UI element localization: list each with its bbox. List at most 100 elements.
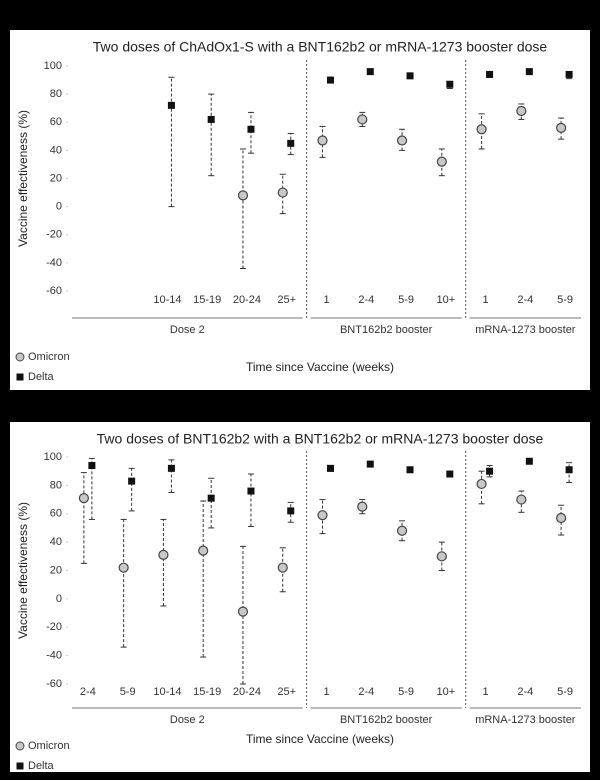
point — [247, 487, 255, 495]
point — [525, 68, 533, 76]
x-tick-label: 5-9 — [398, 294, 414, 306]
legend-marker — [16, 762, 24, 770]
x-tick-label: 1 — [323, 686, 329, 698]
x-tick-label: 1 — [323, 294, 329, 306]
legend-marker — [15, 352, 25, 362]
point — [516, 105, 527, 117]
panel — [10, 30, 590, 390]
point — [406, 466, 414, 474]
y-tick-label: 20 — [50, 172, 62, 184]
point — [446, 80, 454, 88]
point — [317, 510, 328, 521]
x-axis-label: Time since Vaccine (weeks) — [246, 360, 394, 374]
point — [78, 493, 89, 504]
x-tick-label: 10+ — [436, 294, 455, 306]
x-tick-label: 15-19 — [193, 686, 221, 698]
legend-label: Delta — [28, 371, 55, 383]
point — [366, 68, 374, 76]
x-tick-label: 2-4 — [358, 294, 374, 306]
y-tick-label: 0 — [56, 201, 62, 213]
point — [446, 470, 454, 478]
y-tick-label: 20 — [50, 564, 62, 576]
group-label: BNT162b2 booster — [340, 324, 433, 336]
group-label: BNT162b2 booster — [340, 714, 433, 726]
y-tick-label: -40 — [46, 257, 62, 269]
point — [198, 545, 209, 556]
y-tick-label: -20 — [46, 229, 62, 241]
y-tick-label: -60 — [46, 285, 62, 297]
x-axis-label: Time since Vaccine (weeks) — [246, 732, 394, 746]
legend-marker — [15, 741, 25, 751]
point — [525, 457, 533, 465]
y-tick-label: -40 — [46, 650, 62, 662]
y-tick-label: 80 — [50, 88, 62, 100]
x-tick-label: 20-24 — [233, 686, 261, 698]
point — [327, 76, 334, 84]
y-tick-label: 40 — [50, 144, 62, 156]
group-label: Dose 2 — [170, 324, 205, 336]
x-tick-label: 10+ — [436, 686, 455, 698]
chart-title: Two doses of ChAdOx1-S with a BNT162b2 o… — [93, 39, 548, 55]
point — [357, 114, 368, 125]
point — [396, 135, 408, 146]
x-tick-label: 10-14 — [153, 294, 181, 306]
point — [167, 464, 175, 472]
x-tick-label: 2-4 — [517, 686, 533, 698]
point — [565, 466, 573, 474]
point — [396, 525, 408, 536]
x-tick-label: 5-9 — [557, 686, 573, 698]
point — [366, 460, 374, 468]
point — [406, 72, 414, 80]
y-tick-label: 60 — [50, 116, 62, 128]
point — [476, 478, 487, 490]
x-tick-label: 1 — [483, 686, 489, 698]
x-tick-label: 15-19 — [193, 294, 221, 306]
point — [565, 70, 573, 78]
point — [486, 70, 494, 78]
point — [556, 122, 567, 133]
point — [237, 190, 249, 201]
y-tick-label: 100 — [44, 60, 62, 72]
x-tick-label: 5-9 — [557, 294, 573, 306]
point — [207, 115, 215, 123]
y-tick-label: 0 — [56, 593, 62, 605]
y-axis-label: Vaccine effectiveness (%) — [16, 502, 30, 639]
x-tick-label: 25+ — [277, 686, 296, 698]
point — [476, 124, 487, 135]
x-tick-label: 5-9 — [398, 686, 414, 698]
group-label: mRNA-1273 booster — [475, 324, 576, 336]
y-tick-label: 100 — [44, 451, 62, 463]
x-tick-label: 5-9 — [120, 686, 136, 698]
x-tick-label: 25+ — [277, 294, 296, 306]
y-tick-label: -20 — [46, 621, 62, 633]
point — [327, 464, 334, 472]
point — [436, 551, 447, 562]
panel — [10, 422, 590, 772]
legend-label: Delta — [28, 760, 55, 772]
point — [237, 606, 249, 617]
x-tick-label: 2-4 — [80, 686, 96, 698]
group-label: Dose 2 — [170, 714, 205, 726]
x-tick-label: 10-14 — [153, 686, 181, 698]
x-tick-label: 20-24 — [233, 294, 261, 306]
point — [486, 467, 494, 475]
point — [357, 501, 368, 512]
legend-label: Omicron — [28, 740, 70, 752]
x-tick-label: 1 — [483, 294, 489, 306]
point — [556, 512, 567, 524]
legend-label: Omicron — [28, 351, 70, 363]
point — [287, 507, 295, 515]
point — [247, 125, 255, 133]
legend-marker — [16, 373, 24, 381]
x-tick-label: 2-4 — [358, 686, 374, 698]
y-tick-label: 40 — [50, 536, 62, 548]
point — [128, 477, 136, 485]
group-label: mRNA-1273 booster — [475, 714, 576, 726]
point — [277, 187, 288, 198]
point — [207, 494, 215, 502]
y-axis-label: Vaccine effectiveness (%) — [16, 110, 30, 247]
point — [118, 562, 129, 573]
y-tick-label: -60 — [46, 678, 62, 690]
